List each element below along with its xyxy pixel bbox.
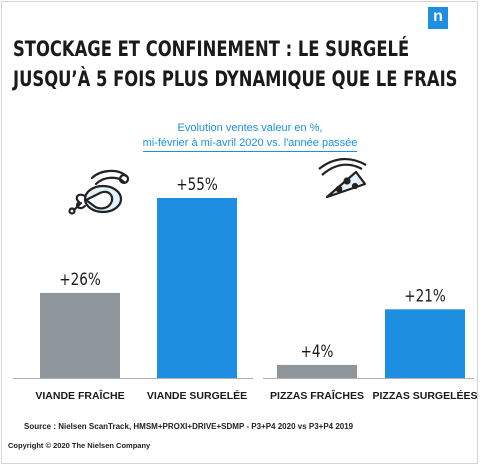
logo-letter: n xyxy=(433,8,443,25)
page-title: STOCKAGE ET CONFINEMENT : LE SURGELÉ JUS… xyxy=(13,34,457,94)
bar-1 xyxy=(40,292,120,378)
bar-4 xyxy=(385,309,465,378)
category-label-1: VIANDE FRAÎCHE xyxy=(35,389,124,402)
subtitle-line-1: Evolution ventes valeur en %, xyxy=(177,122,323,134)
chart-subtitle: Evolution ventes valeur en %, mi-février… xyxy=(100,121,400,152)
value-label-3: +4% xyxy=(301,341,334,361)
copyright-note: Copyright © 2020 The Nielsen Company xyxy=(8,441,151,450)
bar-2 xyxy=(157,198,237,378)
bar-3 xyxy=(277,364,357,378)
meat-icon xyxy=(68,169,130,215)
category-label-4: PIZZAS SURGELÉES xyxy=(372,389,477,402)
category-label-3: PIZZAS FRAÎCHES xyxy=(270,389,364,402)
value-label-2: +55% xyxy=(176,175,218,195)
pizza-icon xyxy=(318,158,367,199)
value-label-1: +26% xyxy=(59,269,101,289)
bars-layer: +26% VIANDE FRAÎCHE +55% VIANDE SURGELÉE +4%… xyxy=(35,175,477,402)
value-label-4: +21% xyxy=(404,286,446,306)
category-label-2: VIANDE SURGELÉE xyxy=(147,389,247,402)
nielsen-logo: n xyxy=(428,7,448,29)
subtitle-line-2: mi-février à mi-avril 2020 vs. l'année p… xyxy=(142,136,358,152)
source-note: Source : Nielsen ScanTrack, HMSM+PROXI+D… xyxy=(24,422,354,431)
title-line-2: JUSQU’À 5 FOIS PLUS DYNAMIQUE QUE LE FRA… xyxy=(13,67,458,91)
title-line-1: STOCKAGE ET CONFINEMENT : LE SURGELÉ xyxy=(13,37,410,61)
